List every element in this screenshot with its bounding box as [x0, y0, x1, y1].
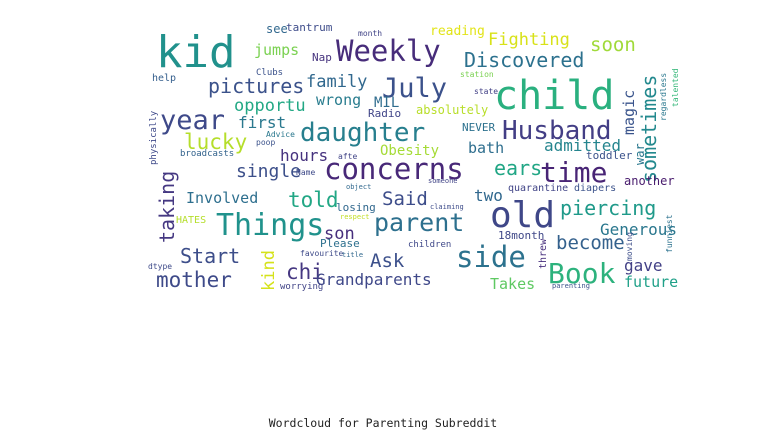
word-quarantine: quarantine: [508, 183, 568, 194]
word-mil: MIL: [374, 95, 399, 111]
word-chi: chi: [286, 260, 324, 284]
word-diapers: diapers: [574, 183, 616, 194]
word-time: time: [540, 156, 607, 189]
word-clubs: Clubs: [256, 68, 283, 78]
word-threw: threw: [538, 238, 549, 269]
word-respect: respect: [340, 213, 370, 221]
word-toddler: toddler: [586, 149, 633, 162]
word-talented: talented: [671, 68, 680, 107]
word-gave: gave: [624, 256, 663, 275]
word-things: Things: [216, 208, 324, 243]
word-family: family: [306, 72, 367, 92]
word-sometimes: sometimes: [637, 75, 661, 183]
word-told: told: [288, 188, 339, 212]
word-title: title: [342, 251, 363, 259]
word-taking: taking: [155, 171, 179, 243]
word-someone: someone: [428, 177, 458, 185]
word-discovered: Discovered: [464, 48, 584, 72]
word-favourite: favourite: [300, 249, 344, 258]
word-kind: kind: [259, 250, 279, 291]
word-bath: bath: [468, 139, 504, 157]
word-grandparents: Grandparents: [316, 270, 432, 289]
word-july: July: [382, 73, 447, 104]
word-station: station: [460, 70, 494, 79]
word-children: children: [408, 240, 451, 250]
word-physically: physically: [149, 110, 159, 165]
word-daughter: daughter: [300, 118, 425, 148]
word-generous: Generous: [600, 220, 677, 239]
word-magic: magic: [620, 90, 638, 135]
word-kid: kid: [156, 27, 235, 78]
word-involved: Involved: [186, 189, 258, 207]
word-soon: soon: [590, 34, 636, 56]
word-year: year: [160, 105, 225, 136]
word-tantrum: tantrum: [286, 21, 333, 34]
word-losing: losing: [336, 201, 376, 214]
word-single: single: [236, 161, 301, 182]
word-lucky: lucky: [184, 130, 247, 154]
word-war: war: [633, 143, 647, 165]
word-moving: moving: [625, 232, 634, 261]
word-first: first: [238, 113, 286, 132]
word-object: object: [346, 183, 371, 191]
word-said: Said: [382, 188, 428, 210]
word-side: side: [456, 240, 526, 274]
caption: Wordcloud for Parenting Subreddit: [268, 416, 498, 430]
wordcloud: kid child Weekly July Discovered Fighting soon…: [146, 17, 684, 299]
word-hates: HATES: [176, 215, 206, 226]
word-absolutely: absolutely: [416, 103, 488, 117]
word-18month: 18month: [498, 229, 544, 242]
word-mother: mother: [156, 268, 232, 292]
word-poop: poop: [256, 138, 275, 147]
word-weekly: Weekly: [336, 34, 441, 68]
word-radio: Radio: [368, 107, 401, 120]
word-son: son: [324, 224, 355, 244]
word-become: become: [556, 232, 625, 254]
word-obesity: Obesity: [380, 143, 439, 159]
word-reading: reading: [430, 24, 485, 39]
word-never: NEVER: [462, 121, 495, 134]
word-please: Please: [320, 237, 360, 250]
word-another: another: [624, 174, 675, 188]
word-start: Start: [180, 244, 240, 268]
word-see: see: [266, 22, 288, 36]
word-book: Book: [548, 257, 616, 290]
word-two: two: [474, 186, 503, 205]
word-future: future: [624, 273, 678, 291]
word-state: state: [474, 87, 498, 96]
word-dtype: dtype: [148, 262, 172, 271]
word-ears: ears: [494, 156, 542, 180]
word-wrong: wrong: [316, 91, 361, 109]
word-claiming: claiming: [430, 203, 464, 211]
word-takes: Takes: [490, 275, 535, 293]
word-broadcasts: broadcasts: [180, 149, 234, 159]
word-pictures: pictures: [208, 74, 304, 98]
word-fighting: Fighting: [488, 30, 570, 50]
word-old: old: [490, 195, 555, 236]
word-parenting: parenting: [552, 282, 590, 290]
word-concerns: concerns: [324, 152, 464, 186]
word-parent: parent: [374, 208, 464, 237]
word-help: help: [152, 73, 176, 84]
word-jumps: jumps: [254, 41, 299, 59]
word-funniest: funniest: [665, 214, 674, 253]
word-piercing: piercing: [560, 196, 656, 220]
word-ask: Ask: [370, 250, 405, 272]
word-worrying: worrying: [280, 282, 323, 292]
word-month: month: [358, 29, 382, 38]
word-afte: afte: [338, 152, 357, 161]
word-regardless: regardless: [659, 73, 668, 121]
word-admitted: admitted: [544, 136, 621, 155]
word-advice: Advice: [266, 130, 295, 139]
word-husband: Husband: [502, 116, 612, 146]
word-name: Name: [296, 168, 315, 177]
word-opportu: opportu: [234, 96, 306, 116]
word-hours: hours: [280, 146, 328, 165]
word-nap: Nap: [312, 51, 332, 64]
word-child: child: [494, 73, 614, 119]
